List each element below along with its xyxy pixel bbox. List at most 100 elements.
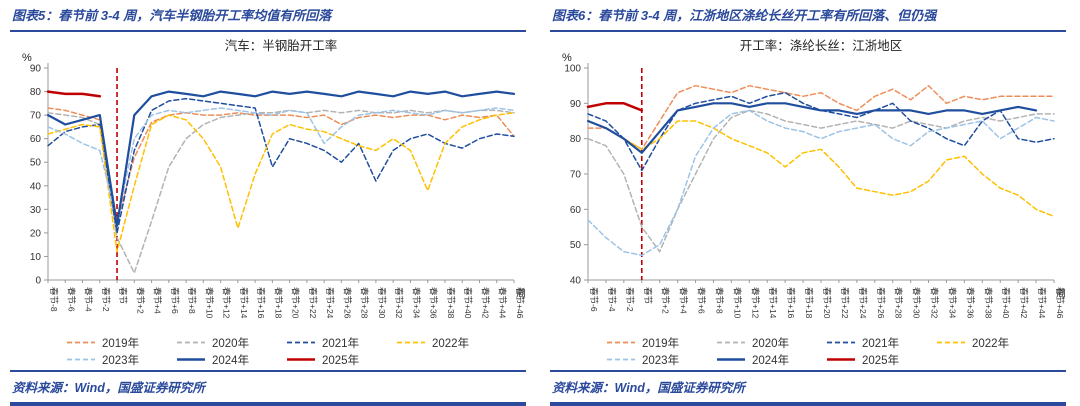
x-tick-label: 春节+16 bbox=[786, 287, 796, 319]
legend-label: 2021年 bbox=[322, 337, 360, 350]
x-tick-label: 春节-4 bbox=[607, 287, 617, 312]
series-2024年 bbox=[46, 90, 516, 227]
x-tick-label: 春节+18 bbox=[273, 287, 283, 319]
x-tick-label: 春节+10 bbox=[204, 287, 214, 319]
x-tick-label: 春节+46 bbox=[515, 287, 525, 319]
legend-label: 2025年 bbox=[862, 354, 900, 367]
series-2021年 bbox=[47, 97, 515, 234]
x-tick-label: 春节-6 bbox=[66, 287, 76, 312]
legend-item-2023年: 2023年 bbox=[606, 351, 716, 368]
legend-line-sample bbox=[717, 358, 745, 361]
x-tick-label: 春节+6 bbox=[697, 287, 707, 314]
x-tick-label: 春节+26 bbox=[876, 287, 886, 319]
legend-line-sample bbox=[397, 341, 425, 344]
series-2019年 bbox=[47, 107, 515, 222]
y-axis-unit-label: % bbox=[22, 52, 32, 64]
x-tick-label: 春节+16 bbox=[256, 287, 266, 319]
series-2023年 bbox=[47, 107, 515, 222]
x-tick-label: 春节+44 bbox=[498, 287, 508, 319]
x-tick-label: 春节+28 bbox=[360, 287, 370, 319]
y-axis-unit-label: % bbox=[562, 52, 572, 64]
x-tick-label: 春节+22 bbox=[308, 287, 318, 319]
x-tick-label: 春节-4 bbox=[84, 287, 94, 312]
x-axis-unit-label: 周 bbox=[1056, 288, 1066, 300]
legend-item-2019年: 2019年 bbox=[606, 334, 716, 351]
legend-label: 2020年 bbox=[212, 337, 250, 350]
legend-label: 2025年 bbox=[322, 354, 360, 367]
x-tick-label: 春节 bbox=[643, 287, 653, 305]
x-tick-label: 春节+30 bbox=[377, 287, 387, 319]
chart-inner-title: 开工率：涤纶长丝：江浙地区 bbox=[740, 38, 903, 53]
legend-line-sample bbox=[177, 341, 205, 344]
y-tick-label: 70 bbox=[30, 111, 42, 122]
x-tick-label: 春节+10 bbox=[732, 287, 742, 319]
x-tick-label: 春节+18 bbox=[804, 287, 814, 319]
y-tick-label: 70 bbox=[570, 170, 582, 181]
y-tick-label: 100 bbox=[564, 64, 581, 75]
y-tick-label: 40 bbox=[570, 276, 582, 287]
figure-panel-5: 图表5：春节前 3-4 周，汽车半钢胎开工率均值有所回落 汽车：半钢胎开工率% 0… bbox=[10, 4, 526, 406]
legend-item-2021年: 2021年 bbox=[286, 334, 396, 351]
y-tick-label: 50 bbox=[30, 158, 42, 169]
x-tick-label: 春节+4 bbox=[153, 287, 163, 314]
legend-item-2021年: 2021年 bbox=[826, 334, 936, 351]
x-tick-label: 春节+30 bbox=[912, 287, 922, 319]
x-tick-label: 春节+12 bbox=[222, 287, 232, 319]
figure-5-source: 资料来源：Wind，国盛证券研究所 bbox=[10, 370, 526, 406]
legend-label: 2019年 bbox=[102, 337, 140, 350]
legend-label: 2019年 bbox=[642, 337, 680, 350]
y-tick-label: 60 bbox=[30, 134, 42, 145]
figure-5-chart-box: 汽车：半钢胎开工率% 0 10 20 30 40 50 60 70 80 90 春节-8 春节-6 春节-… bbox=[10, 34, 526, 334]
series-2020年 bbox=[587, 109, 1055, 253]
legend-line-sample bbox=[827, 341, 855, 344]
x-tick-label: 春节-2 bbox=[101, 287, 111, 312]
legend-line-sample bbox=[177, 358, 205, 361]
x-tick-label: 春节+38 bbox=[446, 287, 456, 319]
y-tick-label: 90 bbox=[570, 99, 582, 110]
legend-line-sample bbox=[67, 358, 95, 361]
legend-label: 2022年 bbox=[432, 337, 470, 350]
y-tick-label: 10 bbox=[30, 252, 42, 263]
series-2025年 bbox=[46, 90, 102, 98]
figure-6-legend: 2019年 2020年 2021年 2022年 2023年 2024年 2025年 bbox=[550, 334, 1066, 370]
tire-operating-rate-line-chart: 汽车：半钢胎开工率% 0 10 20 30 40 50 60 70 80 90 春节-8 春节-6 春节-… bbox=[22, 38, 526, 319]
x-tick-label: 春节+26 bbox=[342, 287, 352, 319]
figure-6-chart-box: 开工率：涤纶长丝：江浙地区% 40 50 60 70 80 90 100 春节-6 春节-4 春节-… bbox=[550, 34, 1066, 334]
x-tick-label: 春节+14 bbox=[239, 287, 249, 319]
x-tick-label: 春节-6 bbox=[589, 287, 599, 312]
legend-item-2020年: 2020年 bbox=[716, 334, 826, 351]
legend-line-sample bbox=[607, 341, 635, 344]
legend-line-sample bbox=[827, 358, 855, 361]
x-tick-label: 春节+24 bbox=[858, 287, 868, 319]
polyester-operating-rate-line-chart: 开工率：涤纶长丝：江浙地区% 40 50 60 70 80 90 100 春节-6 春节-4 春节-… bbox=[562, 38, 1066, 319]
x-tick-label: 春节+2 bbox=[135, 287, 145, 314]
legend-item-2019年: 2019年 bbox=[66, 334, 176, 351]
legend-item-2022年: 2022年 bbox=[936, 334, 1046, 351]
legend-label: 2022年 bbox=[972, 337, 1010, 350]
legend-item-2024年: 2024年 bbox=[716, 351, 826, 368]
figure-6-title: 图表6：春节前 3-4 周，江浙地区涤纶长丝开工率有所回落、但仍强 bbox=[550, 4, 1066, 32]
legend-label: 2024年 bbox=[752, 354, 790, 367]
chart-inner-title: 汽车：半钢胎开工率 bbox=[225, 38, 338, 53]
legend-line-sample bbox=[937, 341, 965, 344]
x-tick-label: 春节+32 bbox=[394, 287, 404, 319]
x-tick-label: 春节+20 bbox=[822, 287, 832, 319]
y-tick-label: 30 bbox=[30, 205, 42, 216]
x-tick-label: 春节-8 bbox=[49, 287, 59, 312]
legend-label: 2021年 bbox=[862, 337, 900, 350]
y-tick-label: 60 bbox=[570, 205, 582, 216]
legend-label: 2023年 bbox=[642, 354, 680, 367]
y-tick-label: 80 bbox=[570, 134, 582, 145]
legend-item-2024年: 2024年 bbox=[176, 351, 286, 368]
legend-item-2020年: 2020年 bbox=[176, 334, 286, 351]
x-tick-label: 春节+40 bbox=[1001, 287, 1011, 319]
y-tick-label: 20 bbox=[30, 228, 42, 239]
x-tick-label: 春节+24 bbox=[325, 287, 335, 319]
legend-line-sample bbox=[67, 341, 95, 344]
y-tick-label: 90 bbox=[30, 64, 42, 75]
legend-line-sample bbox=[717, 341, 745, 344]
series-2022年 bbox=[587, 120, 1055, 218]
series-2025年 bbox=[586, 102, 644, 112]
figure-5-title: 图表5：春节前 3-4 周，汽车半钢胎开工率均值有所回落 bbox=[10, 4, 526, 32]
